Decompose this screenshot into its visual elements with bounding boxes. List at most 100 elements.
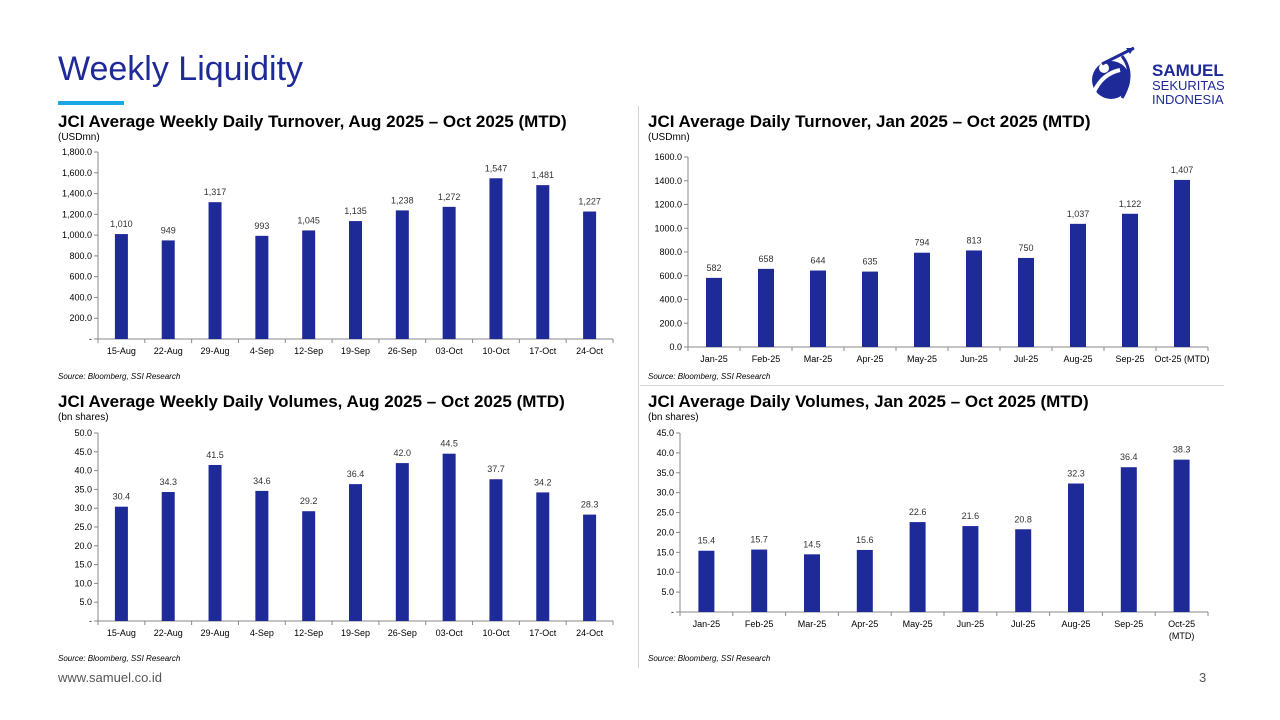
x-tick-label: May-25 — [903, 619, 933, 629]
chart-panel-weekly-volumes: JCI Average Weekly Daily Volumes, Aug 20… — [58, 392, 618, 667]
y-tick-label: 35.0 — [656, 468, 674, 478]
x-tick-label: Jul-25 — [1014, 354, 1039, 364]
data-label: 15.6 — [856, 535, 874, 545]
x-tick-label: 15-Aug — [107, 628, 136, 638]
chart-title: JCI Average Weekly Daily Turnover, Aug 2… — [58, 112, 567, 131]
bar — [804, 554, 820, 612]
x-tick-label: 15-Aug — [107, 346, 136, 356]
y-tick-label: 35.0 — [74, 484, 92, 494]
y-tick-label: 400.0 — [659, 295, 682, 305]
x-tick-label: 10-Oct — [482, 628, 510, 638]
horizontal-divider — [640, 385, 1224, 386]
bar — [698, 550, 715, 612]
y-tick-label: 400.0 — [69, 292, 92, 302]
y-tick-label: 200.0 — [659, 318, 682, 328]
data-label: 30.4 — [113, 492, 131, 502]
bar — [442, 453, 456, 621]
bar — [208, 464, 222, 621]
data-label: 37.7 — [487, 464, 505, 474]
bar — [208, 202, 222, 339]
x-tick-label: 17-Oct — [529, 346, 557, 356]
y-tick-label: 40.0 — [74, 466, 92, 476]
data-label: 1,010 — [110, 219, 133, 229]
x-tick-label: 24-Oct — [576, 628, 604, 638]
logo-line-1: SAMUEL — [1152, 61, 1224, 80]
x-tick-label: Apr-25 — [856, 354, 883, 364]
y-tick-label: 25.0 — [656, 508, 674, 518]
bar — [161, 240, 175, 339]
data-label: 1,272 — [438, 192, 461, 202]
bar — [1174, 179, 1190, 347]
title-underline — [58, 101, 124, 105]
data-label: 42.0 — [394, 448, 412, 458]
x-tick-label: 12-Sep — [294, 628, 323, 638]
data-label: 29.2 — [300, 496, 318, 506]
bar — [810, 270, 826, 347]
bar — [161, 492, 175, 621]
data-label: 34.3 — [159, 477, 177, 487]
bar — [536, 492, 550, 621]
x-tick-label: Sep-25 — [1114, 619, 1143, 629]
data-label: 1,407 — [1171, 165, 1194, 175]
bar — [962, 526, 979, 612]
bar — [1068, 483, 1084, 612]
data-label: 993 — [254, 221, 269, 231]
chart-panel-monthly-volumes: JCI Average Daily Volumes, Jan 2025 – Oc… — [648, 392, 1228, 667]
data-label: 1,227 — [578, 197, 601, 207]
data-label: 635 — [862, 257, 877, 267]
y-tick-label: - — [89, 616, 92, 626]
chart-panel-weekly-turnover: JCI Average Weekly Daily Turnover, Aug 2… — [58, 112, 618, 387]
y-tick-label: 1,600.0 — [62, 168, 92, 178]
data-label: 1,238 — [391, 195, 414, 205]
data-label: 14.5 — [803, 539, 821, 549]
data-label: 750 — [1018, 243, 1033, 253]
chart-title: JCI Average Daily Turnover, Jan 2025 – O… — [648, 112, 1091, 131]
chart-svg: - 5.0 10.0 15.0 20.0 25.0 30.0 35.0 40.0 45.0 50.0… — [74, 428, 614, 638]
data-label: 34.2 — [534, 477, 552, 487]
bar — [349, 484, 362, 621]
page-number: 3 — [1199, 670, 1207, 685]
chart-svg: 0.0 200.0 400.0 600.0 800.0 1000.0 1200.0 1400.… — [654, 152, 1209, 364]
logo-emblem-icon: SAMUEL SEKURITAS INDONESIA — [1092, 46, 1225, 107]
bar — [1018, 257, 1034, 347]
data-label: 34.6 — [253, 476, 271, 486]
chart-unit: (USDmn) — [58, 132, 100, 143]
chart-source: Source: Bloomberg, SSI Research — [648, 372, 771, 381]
bar — [114, 234, 128, 339]
y-tick-label: 20.0 — [656, 527, 674, 537]
chart-title: JCI Average Weekly Daily Volumes, Aug 20… — [58, 392, 565, 411]
bar — [302, 511, 316, 621]
page-title: Weekly Liquidity — [58, 50, 304, 88]
y-tick-label: 1400.0 — [654, 176, 682, 186]
x-tick-label: 12-Sep — [294, 346, 323, 356]
x-tick-label: 03-Oct — [436, 628, 464, 638]
chart-source: Source: Bloomberg, SSI Research — [58, 654, 181, 663]
bar — [1015, 529, 1032, 612]
y-tick-label: 800.0 — [659, 247, 682, 257]
bar — [583, 514, 597, 621]
x-tick-label: 4-Sep — [250, 346, 274, 356]
data-label: 794 — [914, 238, 929, 248]
y-tick-label: 800.0 — [69, 251, 92, 261]
bar — [1173, 459, 1190, 612]
company-logo: SAMUEL SEKURITAS INDONESIA — [1082, 44, 1232, 110]
data-label: 21.6 — [962, 511, 980, 521]
x-tick-label: 24-Oct — [576, 346, 604, 356]
y-tick-label: 45.0 — [656, 428, 674, 438]
y-tick-label: 1600.0 — [654, 152, 682, 162]
data-label: 1,122 — [1119, 199, 1142, 209]
x-tick-label: 19-Sep — [341, 346, 370, 356]
x-tick-label: 22-Aug — [154, 628, 183, 638]
bar — [856, 549, 873, 612]
x-tick-label: 4-Sep — [250, 628, 274, 638]
x-tick-label: Jun-25 — [960, 354, 988, 364]
bar — [395, 463, 409, 621]
bar — [489, 479, 503, 621]
y-tick-label: 45.0 — [74, 447, 92, 457]
y-tick-label: 1000.0 — [654, 223, 682, 233]
bar — [583, 211, 597, 339]
x-tick-label: 22-Aug — [154, 346, 183, 356]
y-tick-label: 0.0 — [669, 342, 682, 352]
x-tick-label: Jun-25 — [957, 619, 985, 629]
data-label: 22.6 — [909, 507, 927, 517]
